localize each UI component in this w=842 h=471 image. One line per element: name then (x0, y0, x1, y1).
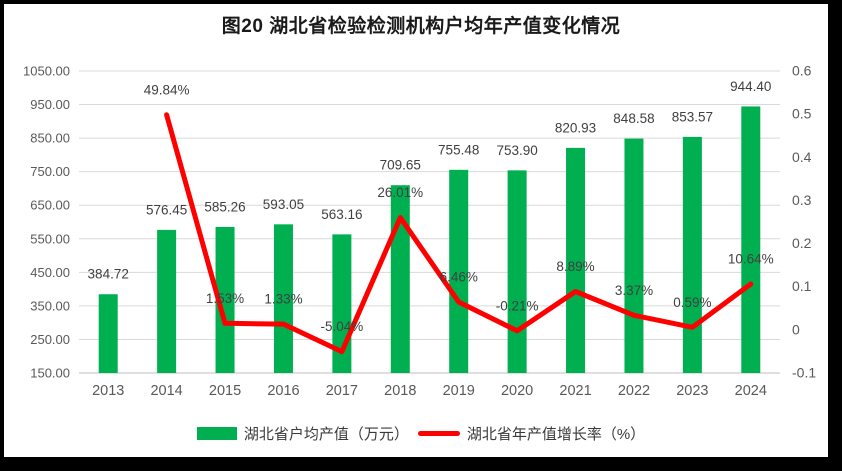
bar-swatch-icon (196, 426, 237, 440)
line-value-label: 10.64% (728, 251, 774, 266)
bar (566, 147, 586, 373)
bar-value-label: 585.26 (204, 199, 245, 214)
x-tick-label: 2023 (676, 383, 708, 399)
legend-item-line: 湖北省年产值增长率（%） (417, 423, 646, 444)
bar (273, 224, 293, 373)
left-y-tick-label: 350.00 (30, 298, 70, 313)
bar-value-label: 384.72 (88, 267, 129, 282)
left-y-tick-label: 1050.00 (23, 64, 70, 79)
bar (741, 106, 761, 374)
line-value-label: 6.46% (440, 269, 478, 284)
line-value-label: 26.01% (377, 185, 423, 200)
left-y-tick-label: 250.00 (30, 332, 70, 347)
bar-value-label: 820.93 (555, 120, 596, 135)
bar-value-label: 709.65 (380, 158, 421, 173)
x-tick-label: 2020 (501, 383, 533, 399)
x-tick-label: 2021 (559, 383, 591, 399)
bar (390, 185, 410, 373)
line-value-label: 3.37% (615, 283, 653, 298)
left-y-tick-label: 950.00 (30, 97, 70, 112)
right-y-tick-label: 0.3 (792, 192, 812, 208)
x-tick-label: 2014 (150, 383, 182, 399)
legend-label: 湖北省户均产值（万元） (243, 425, 409, 443)
left-y-tick-label: 850.00 (30, 131, 70, 146)
right-y-tick-label: 0.2 (792, 235, 812, 251)
x-tick-label: 2017 (326, 383, 358, 399)
line-value-label: 1.33% (264, 292, 302, 307)
line-value-label: -5.04% (320, 319, 363, 334)
left-y-tick-label: 750.00 (30, 164, 70, 179)
right-y-tick-label: -0.1 (792, 365, 816, 381)
legend-label: 湖北省年产值增长率（%） (466, 425, 646, 443)
x-tick-label: 2019 (443, 383, 475, 399)
x-tick-label: 2018 (384, 383, 416, 399)
line-value-label: -0.21% (496, 298, 539, 313)
bar (98, 294, 118, 373)
bar-value-label: 944.40 (730, 79, 771, 94)
left-y-tick-label: 450.00 (30, 265, 70, 280)
legend-item-bar: 湖北省户均产值（万元） (196, 423, 409, 444)
bar (157, 229, 177, 373)
bar-value-label: 576.45 (146, 202, 187, 217)
right-y-tick-label: 0.4 (792, 149, 812, 165)
bar-value-label: 848.58 (613, 111, 654, 126)
right-y-tick-label: 0.6 (792, 63, 812, 79)
bar-value-label: 853.57 (672, 109, 713, 124)
x-tick-label: 2022 (618, 383, 650, 399)
line-value-label: 49.84% (144, 82, 190, 97)
bar (624, 138, 644, 373)
x-tick-label: 2016 (267, 383, 299, 399)
bar-value-label: 755.48 (438, 142, 479, 157)
legend: 湖北省户均产值（万元） 湖北省年产值增长率（%） (0, 423, 842, 443)
chart-title: 图20 湖北省检验检测机构户均年产值变化情况 (221, 16, 621, 37)
x-tick-label: 2015 (209, 383, 241, 399)
bar (215, 226, 235, 373)
right-y-tick-label: 0.1 (792, 278, 812, 294)
bar-value-label: 593.05 (263, 197, 304, 212)
trend-line (164, 112, 754, 355)
bar-value-label: 563.16 (321, 207, 362, 222)
bar (507, 170, 527, 373)
line-swatch-icon (417, 430, 460, 436)
x-tick-label: 2024 (735, 383, 767, 399)
left-y-tick-label: 150.00 (30, 366, 70, 381)
line-value-label: 8.89% (556, 259, 594, 274)
x-tick-label: 2013 (92, 383, 124, 399)
bar (449, 169, 469, 373)
right-y-tick-label: 0.5 (792, 106, 812, 122)
right-y-tick-label: 0 (792, 321, 800, 337)
line-value-label: 0.59% (673, 295, 711, 310)
left-y-tick-label: 550.00 (30, 231, 70, 246)
bar-value-label: 753.90 (496, 143, 537, 158)
bar (682, 136, 702, 373)
left-y-tick-label: 650.00 (30, 198, 70, 213)
line-value-label: 1.53% (206, 291, 244, 306)
